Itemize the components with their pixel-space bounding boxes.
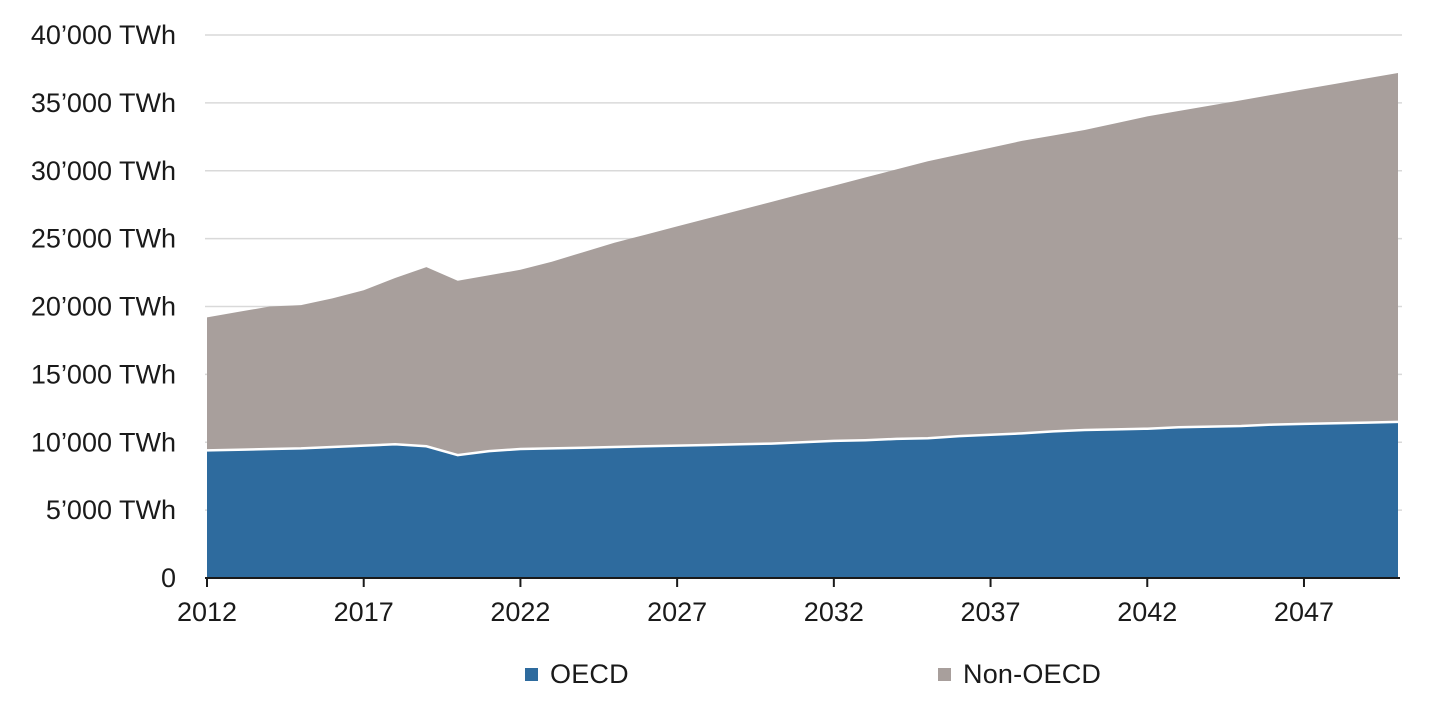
x-tick-label: 2022: [490, 597, 550, 627]
y-tick-label: 0: [161, 563, 176, 593]
y-tick-label: 40’000 TWh: [31, 20, 176, 50]
x-tick-label: 2027: [647, 597, 707, 627]
legend-item-oecd: OECD: [525, 658, 629, 690]
x-tick-label: 2032: [804, 597, 864, 627]
y-tick-label: 25’000 TWh: [31, 224, 176, 254]
x-tick-label: 2047: [1274, 597, 1334, 627]
legend-item-non-oecd: Non-OECD: [938, 658, 1101, 690]
y-tick-label: 15’000 TWh: [31, 359, 176, 389]
x-tick-label: 2012: [177, 597, 237, 627]
y-tick-label: 10’000 TWh: [31, 427, 176, 457]
x-tick-label: 2017: [334, 597, 394, 627]
y-tick-label: 30’000 TWh: [31, 156, 176, 186]
legend-label-oecd: OECD: [550, 658, 629, 689]
non-oecd-swatch-icon: [938, 667, 951, 681]
x-tick-label: 2042: [1117, 597, 1177, 627]
y-tick-label: 20’000 TWh: [31, 292, 176, 322]
legend: OECD Non-OECD: [0, 658, 1440, 692]
y-tick-label: 35’000 TWh: [31, 88, 176, 118]
series-separator-line: [206, 420, 1399, 457]
area-oecd: [207, 421, 1398, 578]
x-tick-label: 2037: [961, 597, 1021, 627]
legend-label-non-oecd: Non-OECD: [963, 658, 1102, 689]
y-tick-label: 5’000 TWh: [46, 495, 176, 525]
stacked-area-chart: 2012 2017 2022 2027 2032 2037 2042 2047 0 5’000 T…: [31, 20, 1402, 627]
area-non-oecd: [207, 73, 1398, 456]
oecd-swatch-icon: [525, 667, 538, 681]
